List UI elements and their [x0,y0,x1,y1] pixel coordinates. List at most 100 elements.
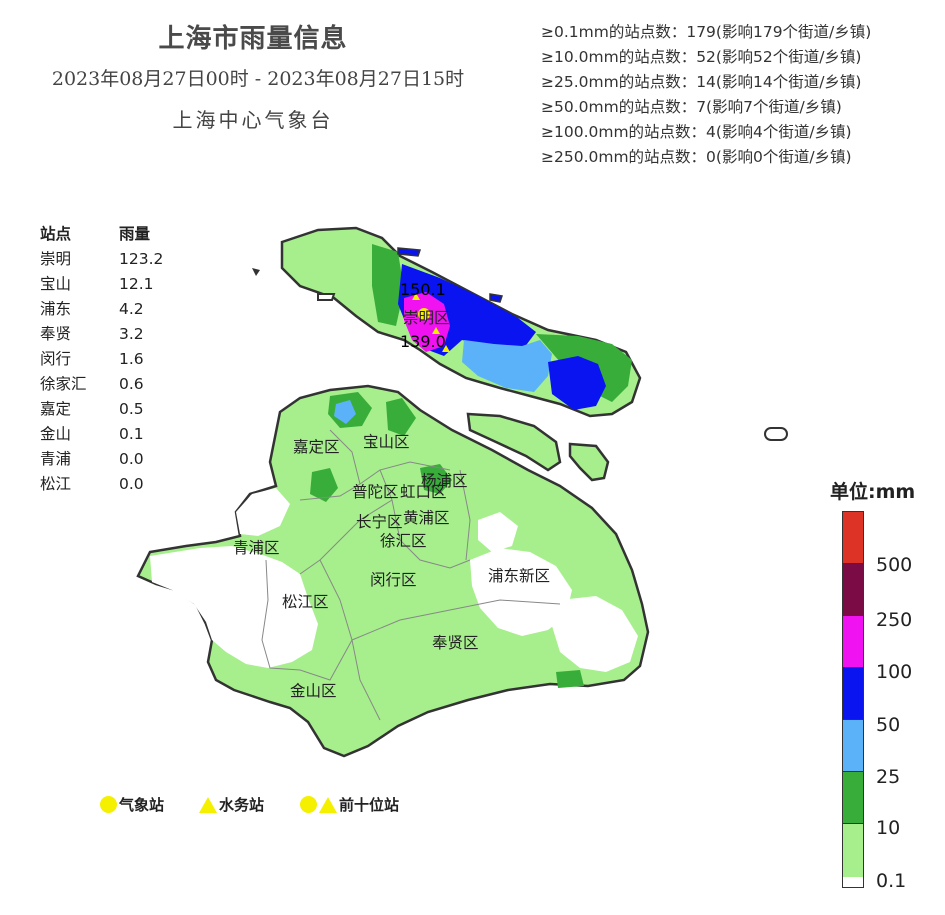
rain-value: 1.6 [119,350,144,368]
district-boundary [299,499,393,575]
scale-swatch-50 [843,668,863,720]
changxing-island [466,412,562,472]
stat-line: ≥10.0mm的站点数：52(影响52个街道/乡镇) [541,48,862,66]
table-row: 奉贤 3.2 [40,322,163,347]
district-label: 徐汇区 [380,532,427,550]
weather-station-marker [418,308,430,320]
no-rain-area [552,596,638,672]
stat-line: ≥25.0mm的站点数：14(影响14个街道/乡镇) [541,73,862,91]
rain-patch-100mm [404,292,450,352]
district-label: 青浦区 [233,539,280,557]
triangle-icon [319,796,337,813]
rain-value: 0.0 [119,475,144,493]
small-isle [252,268,260,276]
circle-icon [300,796,317,813]
table-row: 金山 0.1 [40,422,163,447]
scale-swatch-500plus [843,512,863,564]
rain-patch-25mm [334,400,356,424]
district-boundary [261,559,353,681]
district-boundary [459,469,471,561]
rain-patch-10mm [556,670,584,688]
no-rain-area [470,548,572,636]
scale-tick: 25 [876,766,901,788]
table-row: 松江 0.0 [40,472,163,497]
scale-tick: 500 [876,554,913,576]
station-name: 宝山 [40,275,72,293]
rain-patch-25mm [462,340,552,392]
district-boundary [299,461,451,501]
stat-line: ≥100.0mm的站点数：4(影响4个街道/乡镇) [541,123,852,141]
issuing-organization: 上海中心气象台 [172,108,334,132]
district-label: 崇明区 [403,309,450,327]
small-isle [397,247,422,257]
station-name: 浦东 [40,300,72,318]
rain-value: 4.2 [119,300,144,318]
table-row: 闵行 1.6 [40,347,163,372]
scale-tick: 10 [876,817,901,839]
scale-swatch-0.1 [843,824,863,877]
peak-value-label: 150.1 [400,280,446,299]
no-rain-area [478,512,518,552]
district-label: 浦东新区 [488,567,550,585]
rain-value: 0.6 [119,375,144,393]
scale-tick: 50 [876,714,901,736]
rain-value: 0.1 [119,425,144,443]
column-header-rain: 雨量 [119,225,151,243]
scale-swatch-100 [843,616,863,668]
water-station-marker [432,327,440,334]
station-name: 嘉定 [40,400,72,418]
marker-label: 气象站 [119,796,165,814]
rain-patch-10mm [420,464,452,494]
scale-swatch-250 [843,564,863,616]
station-name: 青浦 [40,450,72,468]
scale-swatch-10 [843,772,863,824]
station-name: 崇明 [40,250,72,268]
triangle-icon [199,796,217,813]
water-station-marker [442,345,450,352]
district-boundary [379,469,471,569]
district-label: 闵行区 [370,571,417,589]
district-label: 嘉定区 [293,438,340,456]
rain-value: 123.2 [119,250,164,268]
color-scale-bar [842,511,864,888]
water-station-marker [412,293,420,300]
scale-tick: 100 [876,661,913,683]
no-rain-area [236,488,290,536]
table-row: 崇明 123.2 [40,247,163,272]
small-isle [764,427,788,441]
station-name: 松江 [40,475,72,493]
scale-swatch-25 [843,720,863,772]
table-row: 徐家汇 0.6 [40,372,163,397]
table-row: 浦东 4.2 [40,297,163,322]
district-label: 虹口区 [400,483,447,501]
district-label: 杨浦区 [421,472,468,490]
district-boundaries [261,429,561,721]
rain-patch-50mm [548,356,606,410]
table-row: 青浦 0.0 [40,447,163,472]
small-isle [489,293,503,303]
circle-icon [100,796,117,813]
stat-line: ≥0.1mm的站点数：179(影响179个街道/乡镇) [541,23,872,41]
station-name: 奉贤 [40,325,72,343]
stat-line: ≥250.0mm的站点数：0(影响0个街道/乡镇) [541,148,852,166]
district-label: 金山区 [290,682,337,700]
scale-tick: 0.1 [876,870,907,892]
legend-title: 单位:mm [830,481,916,503]
hengsha-island [568,442,610,482]
district-label: 黄浦区 [403,509,450,527]
weather-station-legend: 气象站 [100,794,164,815]
time-period: 2023年08月27日00时 - 2023年08月27日15时 [51,68,465,90]
small-isle [317,293,336,301]
table-row: 宝山 12.1 [40,272,163,297]
marker-label: 前十位站 [339,796,400,814]
rain-value: 0.0 [119,450,144,468]
station-statistics: ≥0.1mm的站点数：179(影响179个街道/乡镇) ≥10.0mm的站点数：… [541,20,871,170]
top-ten-legend: 前十位站 [300,794,399,815]
district-boundary [351,599,561,641]
no-rain-area [150,546,318,668]
station-name: 金山 [40,425,72,443]
rain-patch-10mm [310,468,338,502]
district-label: 松江区 [282,593,329,611]
station-name: 徐家汇 [40,375,87,393]
marker-label: 水务站 [219,796,265,814]
